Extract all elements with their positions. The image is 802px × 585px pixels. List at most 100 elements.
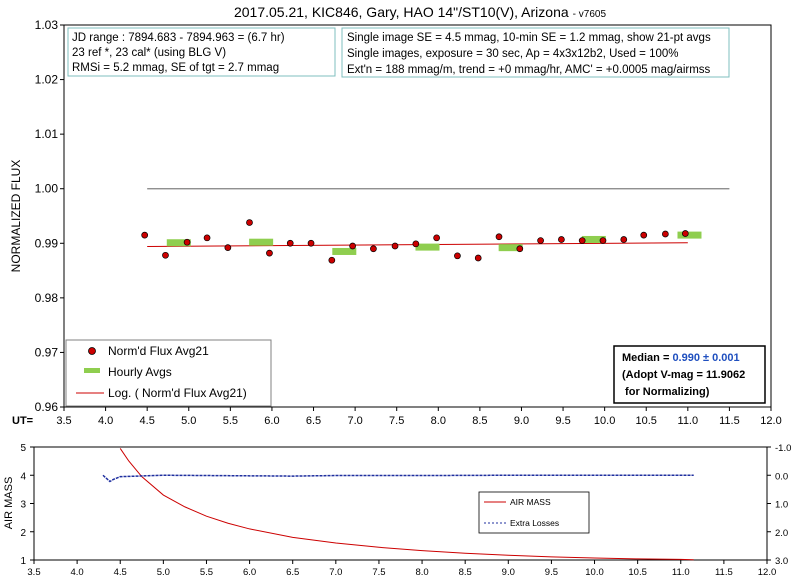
legend-label-points: Norm'd Flux Avg21: [108, 344, 209, 358]
hourly-avg-bar: [498, 244, 523, 252]
x-tick-label: 10.0: [594, 415, 615, 427]
losses-y-tick-label: 2.0: [775, 528, 788, 539]
y-tick-label: 1.03: [35, 18, 59, 32]
info-box-left: [67, 27, 336, 77]
hourly-avg-bar: [249, 238, 274, 246]
info-right-line-3: Ext'n = 188 mmag/m, trend = +0 mmag/hr, …: [347, 64, 711, 76]
airmass-y-tick-label: 4: [20, 471, 26, 482]
flux-point: [474, 254, 482, 262]
flux-point: [286, 239, 294, 247]
airmass-x-tick-label: 9.5: [545, 567, 558, 578]
airmass-y-tick-label: 5: [20, 443, 26, 454]
median-line-3: for Normalizing): [622, 386, 710, 398]
flux-point: [433, 234, 440, 242]
airmass-x-tick-label: 3.5: [27, 567, 40, 578]
info-right-line-2: Single images, exposure = 30 sec, Ap = 4…: [347, 48, 678, 60]
x-tick-label: 7.0: [347, 415, 362, 427]
flux-point: [370, 245, 377, 253]
airmass-x-tick-label: 7.0: [329, 567, 342, 578]
airmass-x-tick-label: 6.5: [286, 567, 299, 578]
flux-point: [246, 219, 253, 226]
y-tick-label: 0.99: [35, 236, 59, 250]
legend-marker-points: [88, 347, 96, 355]
airmass-y-tick-label: 1: [20, 556, 26, 567]
x-tick-label: 4.0: [98, 415, 113, 427]
flux-point: [599, 237, 607, 244]
airmass-x-tick-label: 11.0: [672, 567, 690, 578]
flux-point: [681, 230, 689, 237]
info-left-line-1: JD range : 7894.683 - 7894.963 = (6.7 hr…: [72, 32, 285, 44]
airmass-x-tick-label: 10.5: [628, 567, 647, 578]
median-line-1: Median = 0.990 ± 0.001: [622, 352, 740, 364]
x-tick-label: 8.0: [431, 415, 446, 427]
x-tick-label: 11.0: [678, 415, 699, 427]
airmass-x-tick-label: 11.5: [715, 567, 733, 578]
info-left-line-2: 23 ref *, 23 cal* (using BLG V): [72, 47, 226, 59]
y-tick-label: 0.96: [35, 400, 59, 414]
flux-point: [495, 233, 503, 241]
losses-y-tick-label: 3.0: [775, 556, 788, 567]
legend-box: [65, 339, 272, 407]
flux-point: [412, 240, 420, 248]
y-tick-label: 1.02: [35, 73, 59, 87]
airmass-plot-area: [33, 446, 768, 561]
airmass-legend-label: AIR MASS: [510, 497, 551, 507]
airmass-x-tick-label: 8.0: [415, 567, 428, 578]
y-tick-label: 0.97: [35, 345, 59, 359]
y-tick-label: 0.98: [35, 291, 59, 305]
airmass-x-tick-label: 12.0: [758, 567, 777, 578]
hourly-avg-bar: [332, 247, 357, 255]
median-line-2: (Adopt V-mag = 11.9062: [622, 369, 745, 381]
losses-y-tick-label: -1.0: [775, 443, 791, 454]
top-axes: 3.5 4.0 4.5 5.0 5.5 6.0 6.5 7.0 7.5 8.0 8.5 9.0 9.5 1…: [35, 18, 782, 427]
flux-point: [454, 252, 461, 260]
losses-y-tick-label: 0.0: [775, 471, 788, 482]
airmass-line: [119, 448, 694, 561]
airmass-x-tick-label: 4.0: [71, 567, 84, 578]
losses-y-tick-label: 1.0: [775, 500, 788, 511]
x-tick-label: 5.5: [223, 415, 238, 427]
flux-point: [307, 239, 315, 247]
losses-legend-label: Extra Losses: [510, 518, 559, 528]
extra-losses-line: [102, 474, 694, 483]
y-axis-label: NORMALIZED FLUX: [9, 160, 23, 273]
flux-point: [578, 237, 586, 244]
x-tick-label: 10.5: [636, 415, 657, 427]
flux-point: [516, 245, 524, 253]
airmass-x-tick-label: 7.5: [372, 567, 385, 578]
x-tick-label: 11.5: [719, 415, 740, 427]
info-right-line-1: Single image SE = 4.5 mmag, 10-min SE = …: [347, 32, 711, 44]
flux-point: [328, 256, 336, 264]
flux-point: [537, 237, 544, 244]
hourly-avg-bar: [677, 231, 702, 239]
hourly-avg-bar: [166, 239, 191, 247]
version-suffix: - v7605: [573, 9, 607, 20]
info-box-right: [341, 27, 730, 78]
top-series: [141, 219, 702, 264]
y-tick-label: 1.00: [35, 182, 59, 196]
x-tick-label: 3.5: [56, 415, 71, 427]
flux-point: [620, 236, 628, 243]
x-tick-label: 8.5: [472, 415, 487, 427]
flux-point: [141, 231, 149, 239]
flux-point: [203, 234, 211, 242]
x-tick-label: 6.5: [306, 415, 321, 427]
airmass-x-tick-label: 4.5: [114, 567, 127, 578]
flux-point: [662, 230, 669, 238]
airmass-legend-box: [478, 491, 590, 534]
x-tick-label: 9.0: [514, 415, 529, 427]
legend-label-hourly: Hourly Avgs: [108, 365, 172, 379]
flux-point: [391, 242, 399, 250]
airmass-x-tick-label: 5.0: [157, 567, 170, 578]
legend-label-trend: Log. ( Norm'd Flux Avg21): [108, 386, 247, 400]
flux-point: [558, 236, 565, 243]
airmass-axis-label: AIR MASS: [3, 477, 15, 530]
flux-point: [640, 231, 648, 239]
airmass-axes: 3.5 4.0 4.5 5.0 5.5 6.0 6.5 7.0 7.5 8.0 8.5 9.0 9.5 1…: [20, 443, 791, 578]
flux-point: [266, 249, 273, 257]
flux-point: [162, 251, 169, 259]
x-axis-label: UT=: [12, 415, 33, 427]
x-tick-label: 4.5: [140, 415, 155, 427]
airmass-y-tick-label: 3: [20, 500, 26, 511]
